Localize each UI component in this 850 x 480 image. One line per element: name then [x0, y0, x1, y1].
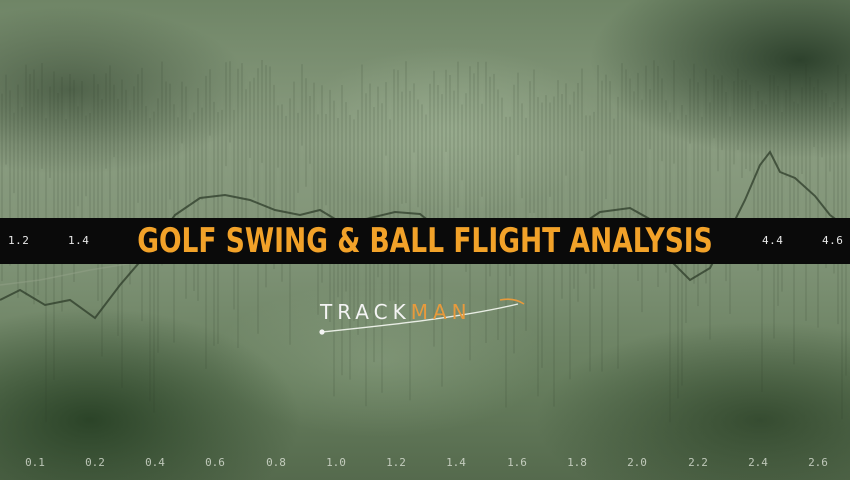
band-tick-label: 4.6: [822, 234, 844, 247]
bottom-tick-label: 0.8: [266, 456, 286, 469]
bottom-tick-label: 1.8: [567, 456, 587, 469]
band-tick-label: 4.4: [762, 234, 784, 247]
title-band: 1.2 1.4 4.4 4.6 GOLF SWING & BALL FLIGHT…: [0, 218, 850, 264]
bottom-tick-label: 1.2: [386, 456, 406, 469]
logo-text-track: TRACK: [320, 300, 411, 324]
page-title: GOLF SWING & BALL FLIGHT ANALYSIS: [137, 221, 713, 261]
bottom-tick-label: 2.4: [748, 456, 768, 469]
bottom-tick-label: 1.4: [446, 456, 466, 469]
trackman-logo: TRACKMAN: [310, 292, 540, 338]
band-tick-label: 1.2: [8, 234, 30, 247]
bottom-tick-label: 0.6: [205, 456, 225, 469]
bottom-tick-label: 1.6: [507, 456, 527, 469]
bottom-tick-label: 0.1: [25, 456, 45, 469]
bottom-tick-label: 2.6: [808, 456, 828, 469]
bottom-tick-label: 1.0: [326, 456, 346, 469]
bottom-tick-label: 0.4: [145, 456, 165, 469]
logo-text-man: MAN: [410, 300, 472, 324]
band-tick-label: 1.4: [68, 234, 90, 247]
bottom-tick-label: 2.2: [688, 456, 708, 469]
logo-text: TRACKMAN: [320, 300, 472, 324]
logo-swoosh-icon: [319, 298, 525, 335]
bottom-tick-label: 2.0: [627, 456, 647, 469]
bottom-tick-label: 0.2: [85, 456, 105, 469]
bottom-tick-axis: 0.1 0.2 0.4 0.6 0.8 1.0 1.2 1.4 1.6 1.8 …: [0, 456, 850, 472]
